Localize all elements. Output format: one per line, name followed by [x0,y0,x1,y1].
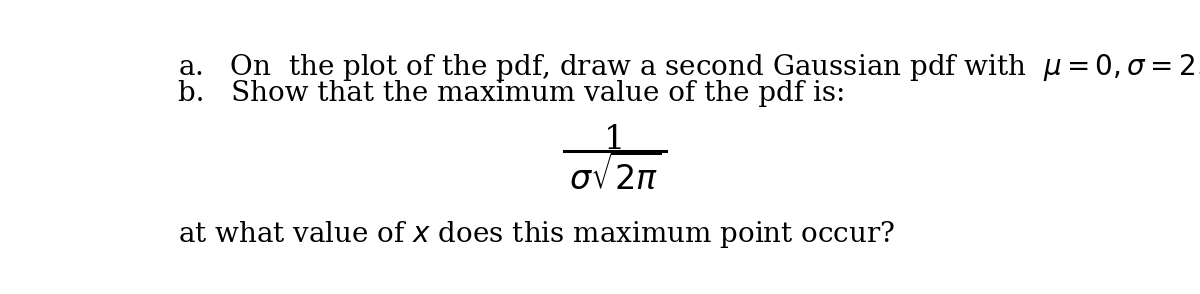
Text: b.   Show that the maximum value of the pdf is:: b. Show that the maximum value of the pd… [178,80,845,107]
Text: a.   On  the plot of the pdf, draw a second Gaussian pdf with  $\mu = 0, \sigma : a. On the plot of the pdf, draw a second… [178,52,1200,83]
Text: 1: 1 [605,124,625,156]
Text: $\sigma\sqrt{2\pi}$: $\sigma\sqrt{2\pi}$ [569,155,661,197]
Text: at what value of $x$ does this maximum point occur?: at what value of $x$ does this maximum p… [178,218,895,250]
